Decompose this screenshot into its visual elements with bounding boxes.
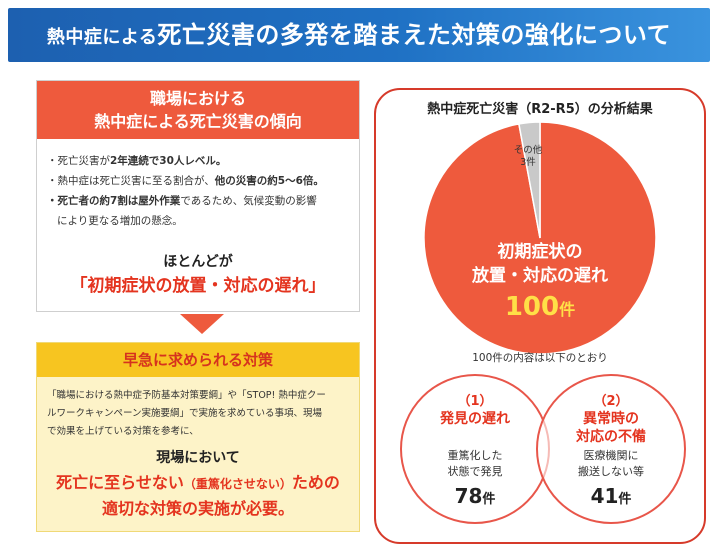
circle2-title: 異常時の 対応の不備: [538, 410, 684, 446]
pie-count-unit: 件: [559, 300, 576, 319]
title-prefix: 熱中症による: [46, 27, 158, 48]
mostly-label: ほとんどが: [163, 254, 233, 270]
trend-bullet-3: ・死亡者の約7割は屋外作業であるため、気候変動の影響: [47, 191, 353, 211]
circle2-number: （2）: [593, 394, 629, 409]
circle2-count-unit: 件: [618, 492, 632, 507]
title-main: 死亡災害の多発を踏まえた対策の強化について: [157, 21, 672, 49]
breakdown-circle-1: （1） 発見の遅れ 重篤化した 状態で発見 78件: [400, 374, 550, 524]
circle2-count-value: 41: [590, 484, 619, 508]
death-paren: （重篤化させない）: [183, 477, 292, 491]
breakdown-note: 100件の内容は以下のとおり: [472, 352, 608, 364]
circle2-desc-line1: 医療機関に: [583, 449, 639, 462]
circle1-desc-line2: 状態で発見: [447, 465, 503, 478]
pie-main-line1: 初期症状の: [497, 242, 583, 262]
page-title: 熱中症による死亡災害の多発を踏まえた対策の強化について: [8, 8, 710, 62]
pie-label-main: 初期症状の 放置・対応の遅れ: [376, 240, 704, 288]
bullet1-bold: 2年連続で30人レベル。: [110, 155, 227, 167]
measures-text: 「職場における熱中症予防基本対策要綱」や「STOP! 熱中症クー ルワークキャン…: [47, 387, 351, 441]
circle2-title-line1: 異常時の: [583, 411, 639, 427]
circle2-count: 41件: [538, 484, 684, 508]
circle1-number: （1）: [457, 394, 493, 409]
pie-main-count: 100件: [376, 292, 704, 322]
trend-bullet-3-cont: により更なる増加の懸念。: [57, 215, 183, 227]
circle1-count-value: 78: [454, 484, 483, 508]
pie-label-other: その他 3件: [503, 145, 553, 169]
circle1-desc: 重篤化した 状態で発見: [402, 448, 548, 480]
death-main: 死亡に至らせない: [56, 473, 184, 492]
trend-header: 職場における 熱中症による死亡災害の傾向: [37, 81, 359, 139]
circle1-count-unit: 件: [482, 492, 496, 507]
measures-header: 早急に求められる対策: [37, 343, 359, 377]
down-arrow-icon: [180, 314, 224, 334]
measures-text-line3: で効果を上げている対策を参考に、: [47, 426, 199, 437]
bullet1-text: ・死亡災害が: [47, 155, 110, 167]
measures-text-line1: 「職場における熱中症予防基本対策要綱」や「STOP! 熱中症クー: [47, 390, 326, 401]
pie-other-line1: その他: [513, 145, 543, 156]
pie-slice-other: [518, 121, 541, 239]
bullet3-text: であるため、気候変動の影響: [180, 195, 317, 207]
measures-panel: 早急に求められる対策 「職場における熱中症予防基本対策要綱」や「STOP! 熱中…: [36, 342, 360, 532]
trend-panel: 職場における 熱中症による死亡災害の傾向 ・死亡災害が2年連続で30人レベル。 …: [36, 80, 360, 312]
trend-header-line2: 熱中症による死亡災害の傾向: [94, 112, 302, 131]
header-banner: 熱中症による死亡災害の多発を踏まえた対策の強化について: [8, 8, 710, 62]
pie-chart: [423, 121, 657, 355]
circle1-title: 発見の遅れ: [402, 410, 548, 428]
circle1-title-line1: 発見の遅れ: [440, 411, 510, 427]
trend-bullets: ・死亡災害が2年連続で30人レベル。 ・熱中症は死亡災害に至る割合が、他の災害の…: [47, 151, 353, 231]
genba-label: 現場において: [156, 450, 240, 466]
circle2-desc-line2: 搬送しない等: [578, 465, 644, 478]
death-prevention-line: 死亡に至らせない（重篤化させない）ための: [37, 469, 359, 493]
analysis-panel: 熱中症死亡災害（R2-R5）の分析結果 その他 3件 初期症状の 放置・対応の遅…: [374, 88, 706, 544]
trend-bullet-1: ・死亡災害が2年連続で30人レベル。: [47, 151, 353, 171]
measures-text-line2: ルワークキャンペーン実施要綱」で実施を求めている事項、現場: [47, 408, 323, 419]
death-tail: ための: [291, 473, 340, 492]
circle1-count: 78件: [402, 484, 548, 508]
breakdown-circle-2: （2） 異常時の 対応の不備 医療機関に 搬送しない等 41件: [536, 374, 686, 524]
trend-bullet-2: ・熱中症は死亡災害に至る割合が、他の災害の約5～6倍。: [47, 171, 353, 191]
circle2-desc: 医療機関に 搬送しない等: [538, 448, 684, 480]
circle1-desc-line1: 重篤化した: [447, 449, 503, 462]
bullet2-text: ・熱中症は死亡災害に至る割合が、: [47, 175, 215, 187]
pie-main-line2: 放置・対応の遅れ: [472, 266, 608, 286]
analysis-title: 熱中症死亡災害（R2-R5）の分析結果: [427, 102, 653, 117]
bullet2-bold: 他の災害の約5～6倍。: [214, 175, 324, 187]
pie-other-line2: 3件: [520, 157, 536, 168]
appropriate-measures: 適切な対策の実施が必要。: [101, 499, 294, 518]
bullet3-bold: ・死亡者の約7割は屋外作業: [47, 195, 181, 207]
trend-header-line1: 職場における: [149, 89, 246, 108]
circle2-title-line2: 対応の不備: [576, 429, 646, 445]
mostly-highlight: 「初期症状の放置・対応の遅れ」: [70, 276, 326, 296]
pie-count-value: 100: [504, 292, 560, 322]
